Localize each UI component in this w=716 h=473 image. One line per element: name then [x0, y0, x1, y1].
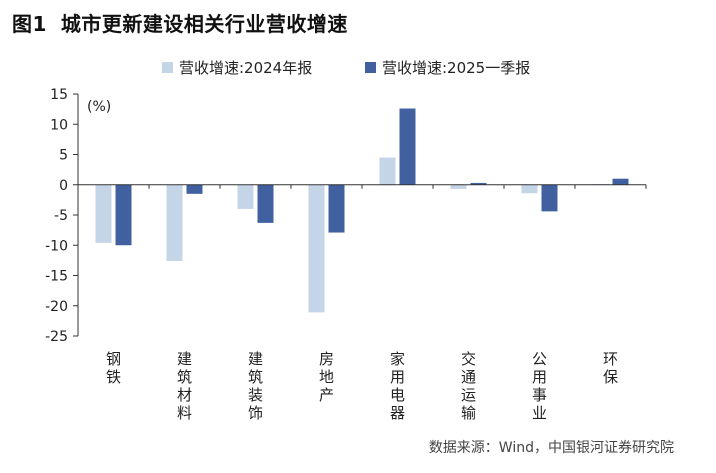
legend-item-2025q1: 营收增速:2025一季报: [365, 57, 530, 78]
bar-s1-2: [237, 184, 254, 209]
figure-number: 图1: [12, 12, 47, 36]
bar-s2-3: [328, 184, 345, 233]
bar-s1-5: [450, 184, 467, 189]
category-label-5: 交通运输: [461, 350, 476, 422]
category-label-1: 建筑材料: [177, 350, 192, 422]
legend-label-2025q1: 营收增速:2025一季报: [382, 59, 531, 77]
y-tick-label-7: -20: [45, 299, 68, 315]
category-label-6: 公用事业: [532, 350, 547, 422]
bar-s1-3: [308, 184, 325, 313]
bar-s2-4: [399, 108, 416, 185]
y-tick-label-6: -15: [45, 269, 68, 285]
bar-s2-0: [115, 184, 132, 246]
bar-s1-1: [166, 184, 183, 261]
bar-s2-1: [186, 184, 203, 194]
y-tick-label-4: -5: [54, 208, 68, 224]
y-tick-label-5: -10: [45, 238, 68, 254]
y-axis-label: (%): [87, 99, 111, 115]
bar-s2-6: [541, 184, 558, 212]
y-tick-label-3: 0: [59, 178, 68, 194]
y-tick-label-8: -25: [45, 329, 68, 345]
category-label-2: 建筑装饰: [248, 350, 263, 422]
bar-s2-2: [257, 184, 274, 223]
figure-title: 城市更新建设相关行业营收增速: [60, 12, 348, 36]
source-note: 数据来源：Wind，中国银河证券研究院: [428, 440, 674, 456]
bar-s1-4: [379, 157, 396, 185]
category-label-3: 房地产: [319, 350, 334, 404]
category-label-7: 环保: [603, 350, 618, 386]
y-tick-label-0: 15: [50, 87, 68, 103]
bar-s2-5: [470, 182, 487, 185]
category-label-4: 家用电器: [390, 350, 405, 422]
chart-title: 图1 城市更新建设相关行业营收增速: [12, 8, 348, 37]
legend-swatch-2025q1: [365, 62, 376, 73]
y-tick-label-2: 5: [59, 148, 68, 164]
bar-s1-6: [521, 184, 538, 194]
category-label-0: 钢铁: [106, 350, 121, 386]
legend: 营收增速:2024年报 营收增速:2025一季报: [0, 57, 716, 81]
legend-label-2024: 营收增速:2024年报: [179, 59, 313, 77]
legend-item-2024: 营收增速:2024年报: [162, 57, 312, 78]
legend-swatch-2024: [162, 62, 173, 73]
y-tick-label-1: 10: [50, 117, 68, 133]
bar-s1-0: [95, 184, 112, 243]
bar-s2-7: [612, 178, 629, 185]
